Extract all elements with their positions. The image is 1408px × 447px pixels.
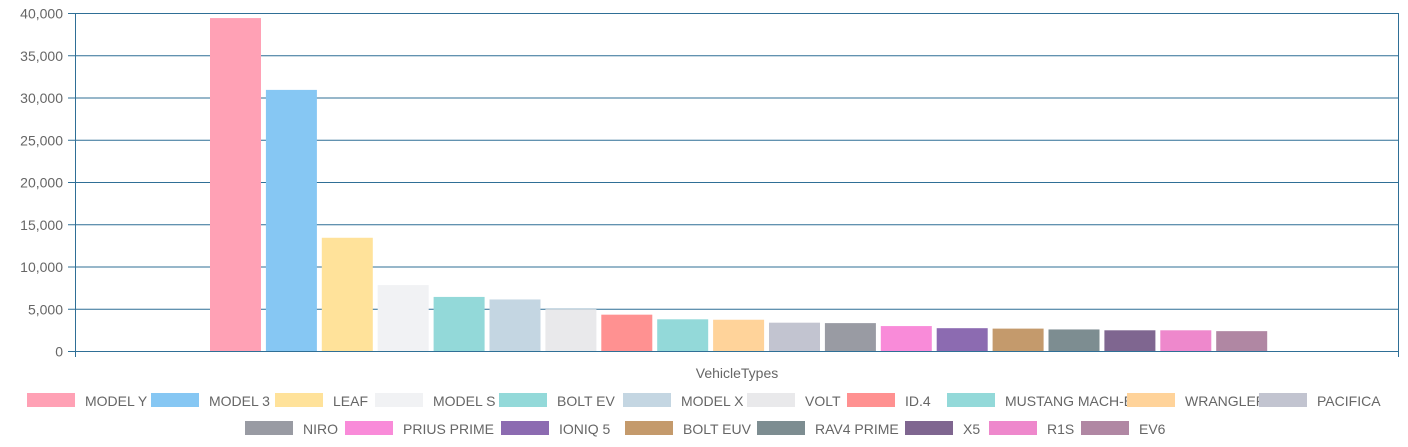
legend-label: EV6 <box>1139 421 1166 437</box>
bar-model-x <box>489 299 541 351</box>
legend: MODEL Y MODEL 3 LEAF MODEL S BOLT EV MODEL X V… <box>27 393 1381 437</box>
bar-model-s <box>377 285 429 351</box>
bar-x5 <box>1104 330 1156 351</box>
legend-swatch <box>905 421 953 435</box>
legend-label: MODEL Y <box>85 393 148 409</box>
bar-prius-prime <box>880 326 932 351</box>
legend-label: IONIQ 5 <box>559 421 611 437</box>
legend-swatch <box>947 393 995 407</box>
legend-item-mustang-mach-e[interactable]: MUSTANG MACH-E <box>947 393 1133 409</box>
legend-label: MODEL X <box>681 393 744 409</box>
legend-item-ev6[interactable]: EV6 <box>1081 421 1166 437</box>
bar-bolt-ev <box>433 296 485 351</box>
legend-item-niro[interactable]: NIRO <box>245 421 338 437</box>
bar-rav4-prime <box>1048 329 1100 351</box>
legend-label: PACIFICA <box>1317 393 1381 409</box>
legend-item-prius-prime[interactable]: PRIUS PRIME <box>345 421 494 437</box>
bars <box>210 18 1268 352</box>
x-axis: VehicleTypes <box>75 351 1399 381</box>
bar-ioniq-5 <box>936 328 988 351</box>
legend-label: LEAF <box>333 393 368 409</box>
legend-swatch <box>375 393 423 407</box>
bar-volt <box>545 309 597 351</box>
legend-item-model-3[interactable]: MODEL 3 <box>151 393 270 409</box>
legend-swatch <box>151 393 199 407</box>
bar-leaf <box>321 237 373 351</box>
legend-label: X5 <box>963 421 980 437</box>
bar-mustang-mach-e <box>657 319 709 351</box>
legend-label: RAV4 PRIME <box>815 421 899 437</box>
bar-niro <box>824 323 876 351</box>
x-axis-label: VehicleTypes <box>696 365 779 381</box>
legend-item-wrangler[interactable]: WRANGLER <box>1127 393 1266 409</box>
y-tick-label: 10,000 <box>20 259 63 275</box>
legend-label: MODEL 3 <box>209 393 270 409</box>
legend-label: PRIUS PRIME <box>403 421 494 437</box>
y-tick-label: 5,000 <box>28 301 63 317</box>
bar-pacifica <box>769 322 820 351</box>
legend-swatch <box>623 393 671 407</box>
legend-item-bolt-ev[interactable]: BOLT EV <box>499 393 616 409</box>
bar-wrangler <box>713 319 765 351</box>
legend-swatch <box>1259 393 1307 407</box>
legend-item-model-s[interactable]: MODEL S <box>375 393 496 409</box>
legend-label: BOLT EV <box>557 393 616 409</box>
legend-label: MODEL S <box>433 393 496 409</box>
legend-swatch <box>245 421 293 435</box>
legend-swatch <box>501 421 549 435</box>
legend-label: ID.4 <box>905 393 931 409</box>
legend-item-model-y[interactable]: MODEL Y <box>27 393 148 409</box>
legend-swatch <box>747 393 795 407</box>
legend-label: MUSTANG MACH-E <box>1005 393 1133 409</box>
y-tick-label: 15,000 <box>20 217 63 233</box>
bar-model-3 <box>265 89 317 352</box>
legend-item-id-4[interactable]: ID.4 <box>847 393 931 409</box>
legend-label: WRANGLER <box>1185 393 1266 409</box>
y-tick-label: 30,000 <box>20 90 63 106</box>
legend-swatch <box>757 421 805 435</box>
legend-label: NIRO <box>303 421 338 437</box>
legend-swatch <box>345 421 393 435</box>
legend-label: VOLT <box>805 393 841 409</box>
legend-item-model-x[interactable]: MODEL X <box>623 393 744 409</box>
legend-swatch <box>27 393 75 407</box>
legend-item-rav4-prime[interactable]: RAV4 PRIME <box>757 421 899 437</box>
bar-model-y <box>210 18 261 351</box>
bar-ev6 <box>1216 331 1268 351</box>
legend-swatch <box>989 421 1037 435</box>
legend-swatch <box>1081 421 1129 435</box>
y-axis: 0 5,000 10,000 15,000 20,000 25,000 30,000 35,0… <box>20 6 1399 360</box>
legend-item-bolt-euv[interactable]: BOLT EUV <box>625 421 752 437</box>
bar-r1s <box>1160 330 1212 351</box>
legend-item-ioniq-5[interactable]: IONIQ 5 <box>501 421 611 437</box>
legend-label: R1S <box>1047 421 1074 437</box>
legend-item-leaf[interactable]: LEAF <box>275 393 368 409</box>
legend-label: BOLT EUV <box>683 421 752 437</box>
legend-item-volt[interactable]: VOLT <box>747 393 841 409</box>
bar-id-4 <box>601 314 653 351</box>
legend-swatch <box>275 393 323 407</box>
legend-swatch <box>847 393 895 407</box>
bar-bolt-euv <box>992 328 1044 351</box>
y-tick-label: 40,000 <box>20 6 63 22</box>
y-tick-label: 25,000 <box>20 132 63 148</box>
y-tick-label: 35,000 <box>20 48 63 64</box>
legend-item-x5[interactable]: X5 <box>905 421 980 437</box>
y-tick-label: 0 <box>55 344 63 360</box>
legend-swatch <box>625 421 673 435</box>
y-tick-label: 20,000 <box>20 175 63 191</box>
legend-item-r1s[interactable]: R1S <box>989 421 1074 437</box>
legend-swatch <box>499 393 547 407</box>
legend-item-pacifica[interactable]: PACIFICA <box>1259 393 1381 409</box>
legend-swatch <box>1127 393 1175 407</box>
